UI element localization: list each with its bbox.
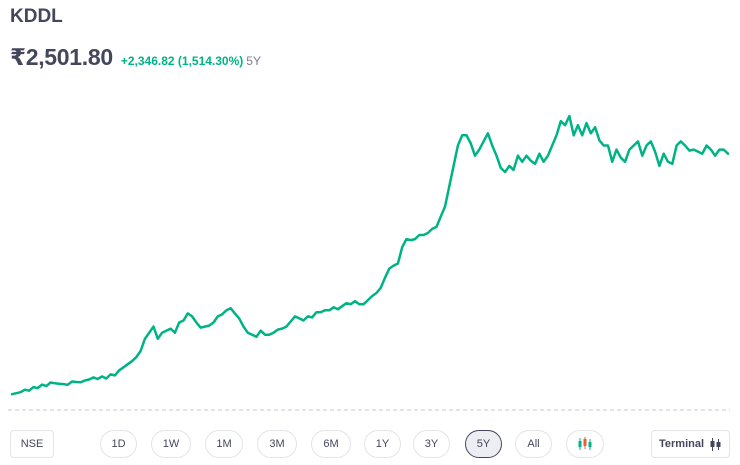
terminal-button[interactable]: Terminal (651, 430, 730, 458)
range-button-1y[interactable]: 1Y (364, 430, 401, 458)
range-button-all[interactable]: All (515, 430, 552, 458)
terminal-label: Terminal (658, 438, 705, 450)
range-label: 5Y (476, 438, 491, 450)
range-button-1m[interactable]: 1M (205, 430, 243, 458)
exchange-button[interactable]: NSE (10, 430, 54, 458)
exchange-label: NSE (20, 438, 44, 450)
price-change: +2,346.82 (1,514.30%) (120, 54, 244, 68)
range-button-3m[interactable]: 3M (257, 430, 297, 458)
range-label: 6M (323, 438, 339, 450)
chart-controls: NSE 1D 1W 1M 3M 6M 1Y 3Y 5Y All Terminal (0, 430, 740, 460)
range-button-1d[interactable]: 1D (100, 430, 137, 458)
range-label: All (527, 438, 540, 450)
range-button-1w[interactable]: 1W (151, 430, 191, 458)
range-label: 3Y (424, 438, 439, 450)
range-label: 1M (216, 438, 232, 450)
range-label: 1W (162, 438, 180, 450)
candlestick-icon (578, 437, 592, 450)
price-chart[interactable] (0, 95, 740, 425)
range-button-3y[interactable]: 3Y (413, 430, 450, 458)
range-label: 1D (111, 438, 126, 450)
range-button-6m[interactable]: 6M (311, 430, 351, 458)
range-label: 3M (269, 438, 285, 450)
range-label: 1Y (375, 438, 390, 450)
change-period: 5Y (246, 54, 261, 68)
candlestick-toggle-button[interactable] (566, 430, 604, 458)
current-price: ₹2,501.80 (10, 44, 113, 70)
terminal-candle-icon (709, 437, 722, 451)
price-row: ₹2,501.80 +2,346.82 (1,514.30%) 5Y (10, 44, 261, 71)
range-button-5y[interactable]: 5Y (465, 430, 502, 458)
stock-symbol: KDDL (10, 6, 63, 27)
price-series-line (10, 114, 730, 396)
